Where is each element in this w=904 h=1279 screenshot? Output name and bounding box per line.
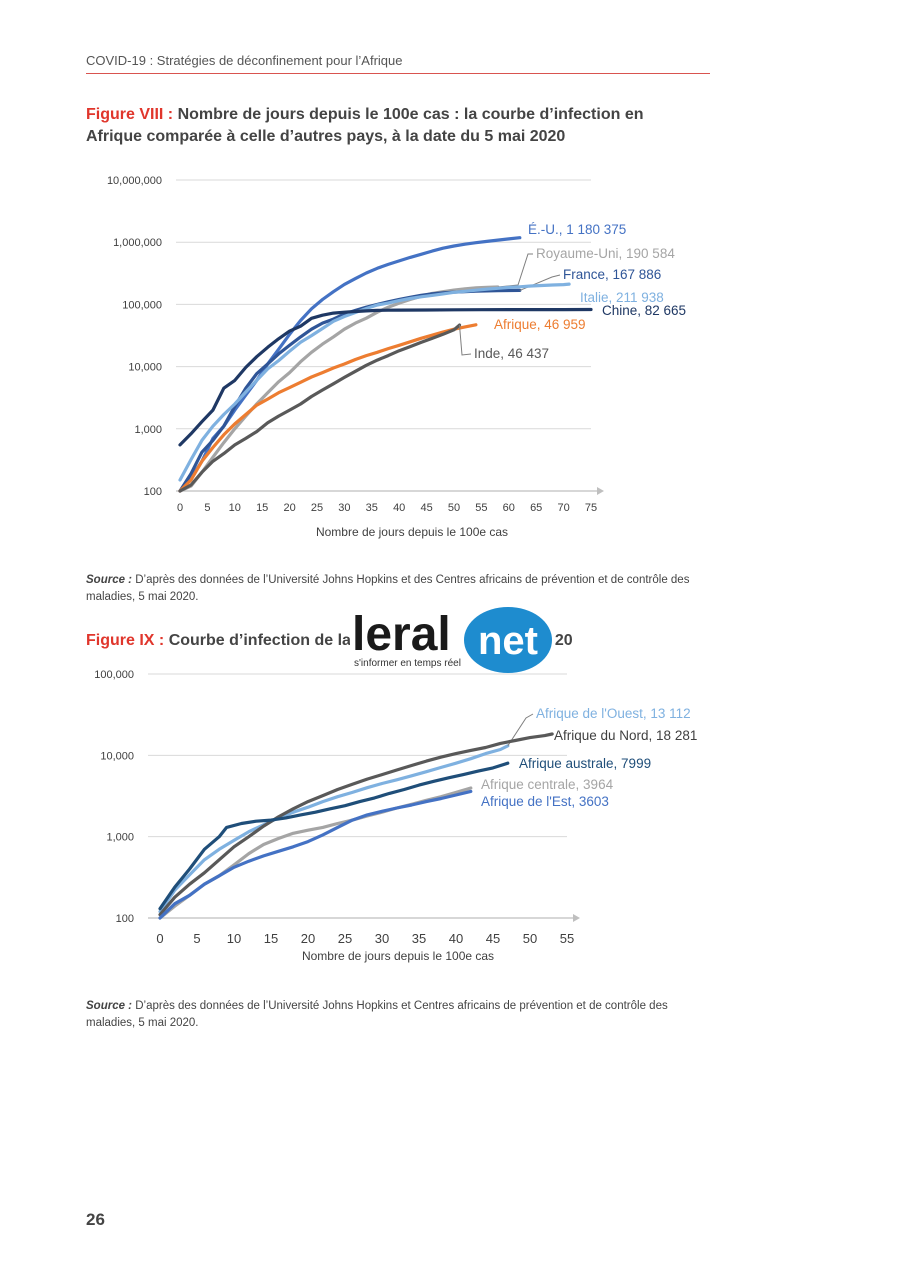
x-tick-label: 55	[475, 502, 487, 514]
series-label-1: Afrique du Nord, 18 281	[554, 728, 697, 743]
logo-text-leral: leral	[352, 608, 451, 661]
series-leader-line-2	[519, 274, 561, 291]
series-leader-line-1	[497, 253, 533, 288]
series-label-3: Afrique centrale, 3964	[481, 777, 614, 792]
series-line-6	[178, 323, 462, 493]
series-line-4	[178, 307, 593, 447]
figure-8-label: Figure VIII :	[86, 106, 174, 123]
x-tick-label: 15	[264, 931, 278, 946]
figure-8-title-line2: Afrique comparée à celle d’autres pays, …	[86, 128, 566, 145]
x-tick-label: 50	[523, 931, 537, 946]
header-rule	[86, 73, 710, 74]
x-tick-label: 30	[375, 931, 389, 946]
series-leader-line-6	[459, 325, 472, 356]
y-tick-label: 100	[116, 913, 134, 925]
series-label-2: Afrique australe, 7999	[519, 756, 651, 771]
x-tick-label: 10	[227, 931, 241, 946]
x-tick-label: 30	[338, 502, 350, 514]
x-axis-title: Nombre de jours depuis le 100e cas	[316, 525, 508, 539]
series-line-4	[158, 789, 473, 920]
y-tick-label: 100,000	[94, 669, 134, 681]
figure-8-source: Source : D’après des données de l’Univer…	[86, 572, 710, 606]
x-tick-label: 35	[412, 931, 426, 946]
x-tick-label: 60	[503, 502, 515, 514]
series-line-0	[158, 744, 510, 914]
y-tick-label: 100,000	[122, 299, 162, 311]
y-tick-label: 10,000	[100, 750, 134, 762]
figure-8-source-label: Source :	[86, 574, 133, 586]
series-label-5: Afrique, 46 959	[494, 317, 586, 332]
x-tick-label: 35	[366, 502, 378, 514]
x-tick-label: 5	[193, 931, 200, 946]
x-tick-label: 10	[229, 502, 241, 514]
series-label-1: Royaume-Uni, 190 584	[536, 246, 675, 261]
y-tick-label: 10,000,000	[107, 175, 162, 187]
logo-text-net: net	[478, 619, 538, 663]
x-tick-label: 25	[311, 502, 323, 514]
figure-9-source-label: Source :	[86, 1000, 133, 1012]
y-tick-label: 1,000	[134, 424, 162, 436]
x-tick-label: 40	[449, 931, 463, 946]
x-axis-arrow	[573, 914, 580, 922]
figure-8-title-line1: Nombre de jours depuis le 100e cas : la …	[177, 106, 644, 123]
x-tick-label: 20	[301, 931, 315, 946]
x-tick-label: 0	[177, 502, 183, 514]
series-line-3	[178, 282, 571, 482]
x-tick-label: 45	[420, 502, 432, 514]
series-label-3: Italie, 211 938	[580, 290, 664, 305]
y-tick-label: 10,000	[128, 362, 162, 374]
x-tick-label: 25	[338, 931, 352, 946]
x-tick-label: 50	[448, 502, 460, 514]
series-line-3	[158, 786, 473, 920]
series-label-0: Afrique de l'Ouest, 13 112	[536, 706, 691, 721]
series-label-2: France, 167 886	[563, 267, 661, 282]
x-tick-label: 70	[557, 502, 569, 514]
y-tick-label: 1,000,000	[113, 237, 162, 249]
series-leader-line-0	[507, 713, 534, 747]
figure-9-label: Figure IX :	[86, 632, 165, 649]
figure-8-title: Figure VIII : Nombre de jours depuis le …	[86, 104, 696, 148]
x-tick-label: 15	[256, 502, 268, 514]
y-tick-label: 1,000	[106, 832, 134, 844]
x-tick-label: 55	[560, 931, 574, 946]
x-tick-label: 40	[393, 502, 405, 514]
x-tick-label: 5	[204, 502, 210, 514]
series-label-0: É.-U., 1 180 375	[528, 222, 626, 237]
logo-bubble	[464, 607, 552, 673]
figure-9-chart: 100 1,000 10,000 100,000 0 5 10 15 20 25 30 35 40 45 5…	[94, 669, 697, 963]
leral-net-logo: leral net s'informer en temps réel	[350, 604, 555, 676]
x-tick-label: 20	[283, 502, 295, 514]
series-line-1	[158, 732, 554, 917]
y-tick-label: 100	[144, 486, 162, 498]
figure-8-source-text: D’après des données de l’Université John…	[86, 574, 690, 603]
x-axis-title: Nombre de jours depuis le 100e cas	[302, 949, 494, 963]
x-tick-label: 0	[156, 931, 163, 946]
series-label-4: Afrique de l'Est, 3603	[481, 794, 609, 809]
figure-8-chart: 1001,00010,000100,0001,000,00010,000,000…	[107, 175, 686, 539]
series-line-0	[178, 236, 522, 493]
x-tick-label: 65	[530, 502, 542, 514]
x-tick-label: 45	[486, 931, 500, 946]
series-line-2	[178, 288, 522, 493]
x-tick-label: 75	[585, 502, 597, 514]
series-line-2	[158, 761, 510, 911]
figure-9-source: Source : D’après des données de l’Univer…	[86, 998, 710, 1032]
series-line-5	[178, 323, 478, 493]
running-header: COVID-19 : Stratégies de déconfinement p…	[86, 53, 403, 68]
series-label-4: Chine, 82 665	[602, 303, 686, 318]
logo-tagline: s'informer en temps réel	[354, 658, 461, 669]
page-number: 26	[86, 1210, 105, 1229]
figure-9-source-text: D’après des données de l’Université John…	[86, 1000, 668, 1029]
series-label-6: Inde, 46 437	[474, 346, 549, 361]
x-axis-arrow	[597, 487, 604, 495]
